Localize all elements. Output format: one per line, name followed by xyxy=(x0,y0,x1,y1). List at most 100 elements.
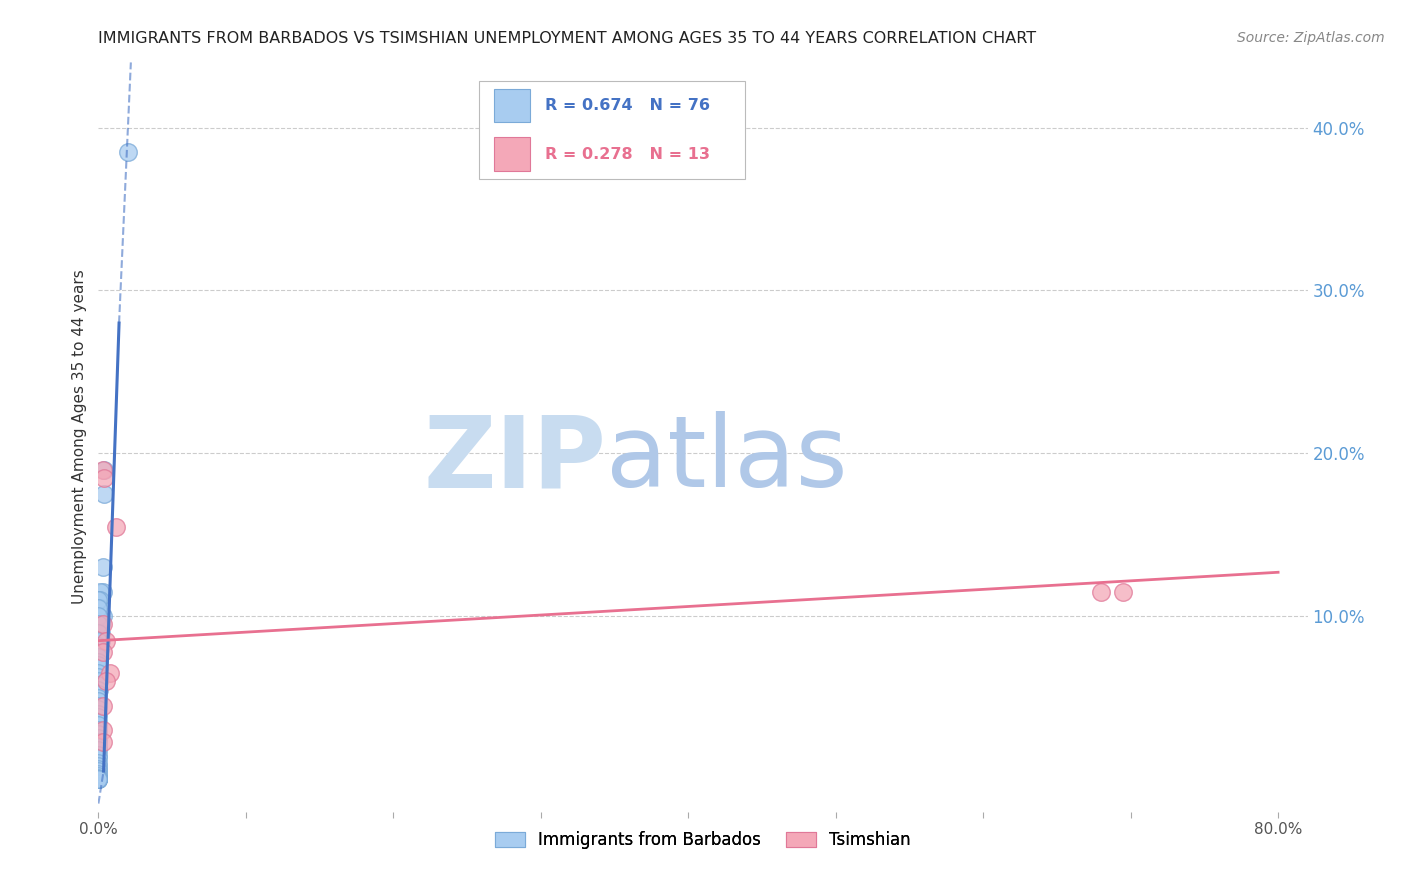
Y-axis label: Unemployment Among Ages 35 to 44 years: Unemployment Among Ages 35 to 44 years xyxy=(72,269,87,605)
Point xyxy=(87,674,110,689)
Point xyxy=(91,698,114,713)
Point xyxy=(87,706,110,721)
Point xyxy=(87,726,110,740)
Text: atlas: atlas xyxy=(606,411,848,508)
Point xyxy=(87,772,110,786)
Point xyxy=(87,702,110,716)
Point xyxy=(87,609,110,624)
Point xyxy=(87,734,110,748)
Point xyxy=(93,463,115,477)
Point xyxy=(87,641,110,656)
Point xyxy=(87,694,110,708)
Point xyxy=(87,772,110,786)
Point xyxy=(117,145,139,159)
Point xyxy=(94,674,117,689)
Point xyxy=(89,625,111,640)
Point xyxy=(87,739,110,754)
Point xyxy=(87,698,110,713)
Legend: Immigrants from Barbados, Tsimshian: Immigrants from Barbados, Tsimshian xyxy=(488,824,918,855)
Point xyxy=(87,666,110,681)
Point xyxy=(91,463,114,477)
Point xyxy=(87,678,110,692)
Point xyxy=(87,772,110,786)
Point xyxy=(87,772,110,786)
Point xyxy=(89,601,111,615)
Point xyxy=(89,674,111,689)
Point xyxy=(89,669,111,683)
Point xyxy=(87,639,110,653)
Point xyxy=(93,487,115,501)
Point xyxy=(89,617,111,632)
Point xyxy=(87,718,110,732)
Point xyxy=(87,772,110,786)
Point xyxy=(90,625,112,640)
Text: R = 0.674   N = 76: R = 0.674 N = 76 xyxy=(544,98,710,113)
Point xyxy=(91,560,114,574)
Point xyxy=(91,584,114,599)
Point xyxy=(91,723,114,738)
Point xyxy=(87,658,110,673)
Text: ZIP: ZIP xyxy=(423,411,606,508)
Point xyxy=(87,756,110,770)
Point xyxy=(89,593,111,607)
Point xyxy=(91,617,114,632)
Point xyxy=(87,772,110,786)
Point xyxy=(87,743,110,757)
Point xyxy=(87,772,110,786)
Point xyxy=(87,764,110,778)
FancyBboxPatch shape xyxy=(494,88,530,122)
Point xyxy=(87,769,110,783)
Point xyxy=(87,771,110,785)
Point xyxy=(1090,584,1112,599)
Point xyxy=(87,772,110,786)
Point xyxy=(87,759,110,773)
Point xyxy=(87,772,110,786)
FancyBboxPatch shape xyxy=(479,81,745,178)
Point xyxy=(87,715,110,730)
Point xyxy=(91,609,114,624)
Point xyxy=(87,669,110,683)
Point xyxy=(89,661,111,675)
Point xyxy=(87,633,110,648)
Point xyxy=(87,767,110,781)
Point xyxy=(87,763,110,777)
Point xyxy=(87,772,110,786)
Point xyxy=(87,617,110,632)
Point xyxy=(87,688,110,702)
Point xyxy=(87,682,110,697)
Text: IMMIGRANTS FROM BARBADOS VS TSIMSHIAN UNEMPLOYMENT AMONG AGES 35 TO 44 YEARS COR: IMMIGRANTS FROM BARBADOS VS TSIMSHIAN UN… xyxy=(98,31,1036,46)
Point xyxy=(91,734,114,748)
FancyBboxPatch shape xyxy=(494,137,530,171)
Point xyxy=(105,519,128,533)
Text: R = 0.278   N = 13: R = 0.278 N = 13 xyxy=(544,146,710,161)
Point xyxy=(89,633,111,648)
Point xyxy=(89,655,111,669)
Point xyxy=(87,772,110,786)
Point xyxy=(89,682,111,697)
Text: Source: ZipAtlas.com: Source: ZipAtlas.com xyxy=(1237,31,1385,45)
Point xyxy=(93,471,115,485)
Point xyxy=(87,710,110,724)
Point xyxy=(87,772,110,786)
Point xyxy=(87,593,110,607)
Point xyxy=(89,641,111,656)
Point xyxy=(87,723,110,738)
Point xyxy=(90,617,112,632)
Point xyxy=(87,601,110,615)
Point xyxy=(87,625,110,640)
Point xyxy=(89,650,111,665)
Point xyxy=(89,641,111,656)
Point xyxy=(87,690,110,705)
Point xyxy=(1112,584,1135,599)
Point xyxy=(87,772,110,786)
Point xyxy=(87,747,110,762)
Point xyxy=(87,650,110,665)
Point xyxy=(87,751,110,765)
Point xyxy=(98,666,121,681)
Point xyxy=(90,633,112,648)
Point xyxy=(94,633,117,648)
Point xyxy=(91,645,114,659)
Point xyxy=(89,584,111,599)
Point xyxy=(87,655,110,669)
Point xyxy=(87,731,110,746)
